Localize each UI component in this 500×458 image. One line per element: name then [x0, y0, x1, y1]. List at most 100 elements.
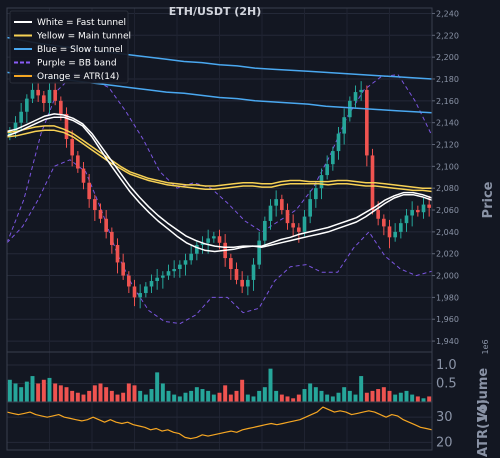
candle-body: [115, 244, 120, 263]
volume-bar: [274, 390, 279, 402]
volume-bar: [268, 368, 273, 402]
candle-body: [365, 89, 369, 156]
candle-body: [13, 122, 18, 132]
volume-bar: [410, 394, 415, 402]
candle-body: [53, 89, 57, 101]
candle-body: [285, 210, 290, 224]
volume-bar: [121, 392, 126, 402]
candle-body: [314, 188, 318, 200]
candle-body: [166, 271, 171, 276]
volume-bar: [138, 390, 143, 402]
candle-body: [138, 293, 142, 298]
volume-bar: [427, 396, 432, 402]
volume-bar: [393, 394, 398, 402]
volume-bar: [421, 398, 426, 402]
volume-tick-label: 1.0: [436, 358, 457, 373]
candle-body: [353, 92, 358, 101]
candle-body: [274, 199, 278, 206]
candle-body: [404, 215, 409, 224]
fast-tunnel-line: [6, 113, 433, 248]
volume-bar: [262, 387, 267, 402]
candle-body: [144, 286, 148, 294]
candle-body: [87, 182, 91, 200]
volume-bar: [330, 396, 335, 402]
atr-line-layer: [6, 406, 433, 440]
volume-bar: [53, 383, 58, 402]
volume-bar: [342, 387, 347, 402]
candle-body: [93, 199, 97, 211]
legend-entry-label: Purple = BB band: [37, 59, 117, 69]
volume-tick-label: 0.5: [436, 376, 457, 391]
candle-body: [47, 89, 52, 104]
volume-bar: [245, 394, 250, 402]
candle-body: [212, 236, 216, 239]
candle-body: [104, 218, 108, 232]
candle-body: [64, 113, 69, 140]
volume-bar: [30, 376, 35, 402]
bb-band-layer: [6, 73, 433, 325]
price-tick-label: 1,980: [436, 293, 459, 302]
candle-body: [240, 279, 244, 287]
price-tick-label: 2,200: [436, 53, 459, 62]
atr-tick-label: 20: [436, 435, 453, 450]
candle-body: [342, 117, 346, 134]
candle-body: [127, 275, 131, 287]
volume-bar: [302, 389, 307, 402]
candle-body: [325, 164, 329, 176]
candle-body: [387, 226, 392, 238]
candle-body: [183, 260, 188, 265]
price-tick-label: 2,120: [436, 141, 459, 150]
volume-bar: [291, 398, 296, 402]
volume-bar: [41, 379, 46, 402]
candlestick-layer: [8, 81, 431, 309]
volume-bar: [166, 390, 171, 402]
volume-bar: [228, 394, 233, 402]
volume-bar: [381, 387, 386, 402]
candle-body: [70, 139, 74, 156]
price-grid: [6, 8, 433, 450]
price-axis-title: Price: [481, 181, 496, 218]
chart-title: ETH/USDT (2H): [169, 5, 261, 18]
price-tick-label: 2,060: [436, 206, 459, 215]
candle-body: [257, 240, 261, 265]
candle-body: [331, 151, 335, 165]
candle-body: [172, 269, 176, 272]
volume-bar: [308, 383, 313, 402]
volume-bar: [155, 372, 160, 402]
legend-entry-label: Yellow = Main tunnel: [36, 32, 131, 42]
volume-bar: [19, 387, 24, 402]
price-tick-label: 2,180: [436, 75, 459, 84]
candle-body: [121, 262, 125, 276]
candle-body: [19, 111, 23, 123]
candle-body: [399, 223, 403, 232]
price-tick-label: 2,020: [436, 250, 459, 259]
volume-bar: [126, 383, 131, 402]
candle-body: [217, 236, 222, 243]
price-tick-label: 2,000: [436, 272, 459, 281]
price-tick-label: 2,140: [436, 119, 459, 128]
volume-bar: [24, 381, 29, 402]
candle-body: [36, 89, 40, 96]
volume-bar: [92, 385, 97, 402]
candle-body: [30, 89, 35, 99]
price-tick-labels: 1,940 1,960 1,980 2,000 2,020 2,040 2,060 2,080…: [432, 9, 459, 346]
volume-bar: [364, 392, 369, 402]
atr-axis-title: ATR(14): [476, 399, 491, 457]
volume-bar: [200, 389, 205, 402]
atr-grid: [7, 416, 432, 443]
candle-body: [336, 133, 341, 152]
candle-body: [359, 89, 363, 93]
volume-bar: [149, 389, 154, 402]
volume-tick-labels: 0.51.0: [436, 358, 457, 392]
volume-bar: [13, 383, 18, 402]
price-tick-label: 1,940: [436, 337, 459, 346]
candle-body: [427, 204, 431, 208]
bb-lower-band: [6, 159, 433, 325]
candle-body: [416, 210, 420, 213]
candle-body: [189, 253, 193, 261]
candle-body: [81, 168, 86, 183]
fast-tunnel-line: [6, 116, 433, 253]
